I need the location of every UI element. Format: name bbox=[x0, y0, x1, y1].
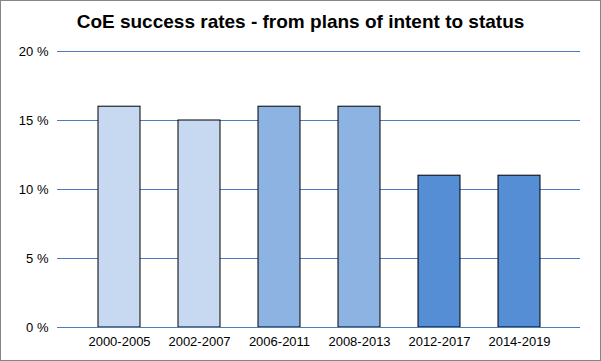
svg-text:20 %: 20 % bbox=[19, 44, 49, 59]
svg-text:2014-2019: 2014-2019 bbox=[488, 334, 550, 349]
svg-text:2006-2011: 2006-2011 bbox=[249, 334, 310, 349]
svg-text:2008-2013: 2008-2013 bbox=[328, 334, 390, 349]
svg-text:15 %: 15 % bbox=[19, 113, 49, 128]
svg-text:5 %: 5 % bbox=[26, 251, 49, 266]
svg-text:2002-2007: 2002-2007 bbox=[168, 334, 230, 349]
html-text:CoE success rates - from plans: CoE success rates - from plans of intent… bbox=[76, 11, 525, 32]
svg-text:0 %: 0 % bbox=[26, 320, 49, 335]
svg-text:10 %: 10 % bbox=[19, 182, 49, 197]
svg-text:2000-2005: 2000-2005 bbox=[88, 334, 150, 349]
svg-text:2012-2017: 2012-2017 bbox=[408, 334, 470, 349]
